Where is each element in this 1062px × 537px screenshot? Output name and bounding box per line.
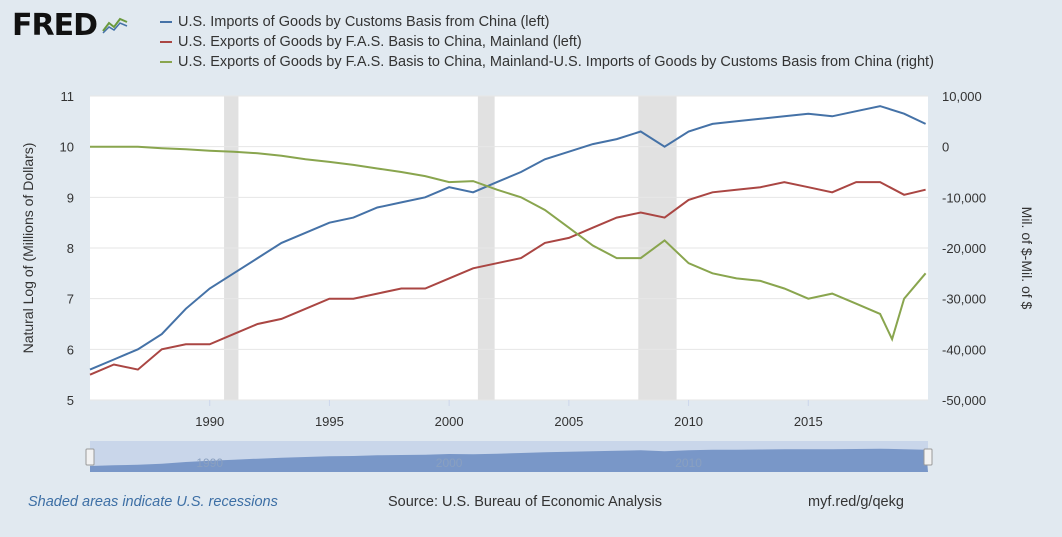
legend-swatch <box>160 61 172 63</box>
x-tick-label: 2015 <box>794 414 823 429</box>
y-tick-label-right: -20,000 <box>942 241 986 256</box>
x-tick-label: 2005 <box>554 414 583 429</box>
y-tick-label-left: 10 <box>60 140 74 155</box>
y-tick-label-right: -40,000 <box>942 342 986 357</box>
y-axis-label-left: Natural Log of (Millions of Dollars) <box>20 143 36 354</box>
navigator-handle[interactable] <box>85 448 95 466</box>
chart-legend: U.S. Imports of Goods by Customs Basis f… <box>160 12 934 72</box>
x-tick-label: 1995 <box>315 414 344 429</box>
y-tick-label-left: 11 <box>61 89 75 104</box>
legend-item[interactable]: U.S. Exports of Goods by F.A.S. Basis to… <box>160 52 934 72</box>
y-tick-label-right: -10,000 <box>942 190 986 205</box>
navigator-label: 2010 <box>675 456 702 470</box>
legend-label: U.S. Exports of Goods by F.A.S. Basis to… <box>178 54 934 70</box>
source-note: Source: U.S. Bureau of Economic Analysis <box>388 494 663 510</box>
y-tick-label-left: 8 <box>67 241 74 256</box>
legend-swatch <box>160 41 172 43</box>
y-tick-label-left: 6 <box>67 342 74 357</box>
chart-line-icon <box>101 13 129 39</box>
series-line <box>89 105 927 371</box>
legend-swatch <box>160 21 172 23</box>
navigator-area <box>90 448 928 472</box>
series-line <box>90 145 927 342</box>
legend-label: U.S. Imports of Goods by Customs Basis f… <box>178 14 550 30</box>
x-tick-label: 1990 <box>195 414 224 429</box>
legend-label: U.S. Exports of Goods by F.A.S. Basis to… <box>178 34 582 50</box>
fred-logo-text: FRED <box>12 8 98 43</box>
graph-link[interactable]: myf.red/g/qekg <box>808 494 904 510</box>
y-tick-label-right: 10,000 <box>942 89 982 104</box>
fred-logo[interactable]: FRED <box>12 8 129 43</box>
y-tick-label-right: 0 <box>942 140 949 155</box>
series-line <box>89 181 926 376</box>
navigator-handle[interactable] <box>923 448 933 466</box>
navigator-label: 2000 <box>436 456 463 470</box>
x-tick-label: 2010 <box>674 414 703 429</box>
legend-item[interactable]: U.S. Imports of Goods by Customs Basis f… <box>160 12 934 32</box>
y-tick-label-right: -30,000 <box>942 292 986 307</box>
navigator-label: 1990 <box>196 456 223 470</box>
y-tick-label-right: -50,000 <box>942 393 986 408</box>
legend-item[interactable]: U.S. Exports of Goods by F.A.S. Basis to… <box>160 32 934 52</box>
y-tick-label-left: 7 <box>67 292 74 307</box>
x-tick-label: 2000 <box>435 414 464 429</box>
recession-note: Shaded areas indicate U.S. recessions <box>28 494 278 510</box>
y-axis-label-right: Mil. of $-Mil. of $ <box>1019 207 1035 310</box>
y-tick-label-left: 9 <box>67 190 74 205</box>
y-tick-label-left: 5 <box>67 393 74 408</box>
